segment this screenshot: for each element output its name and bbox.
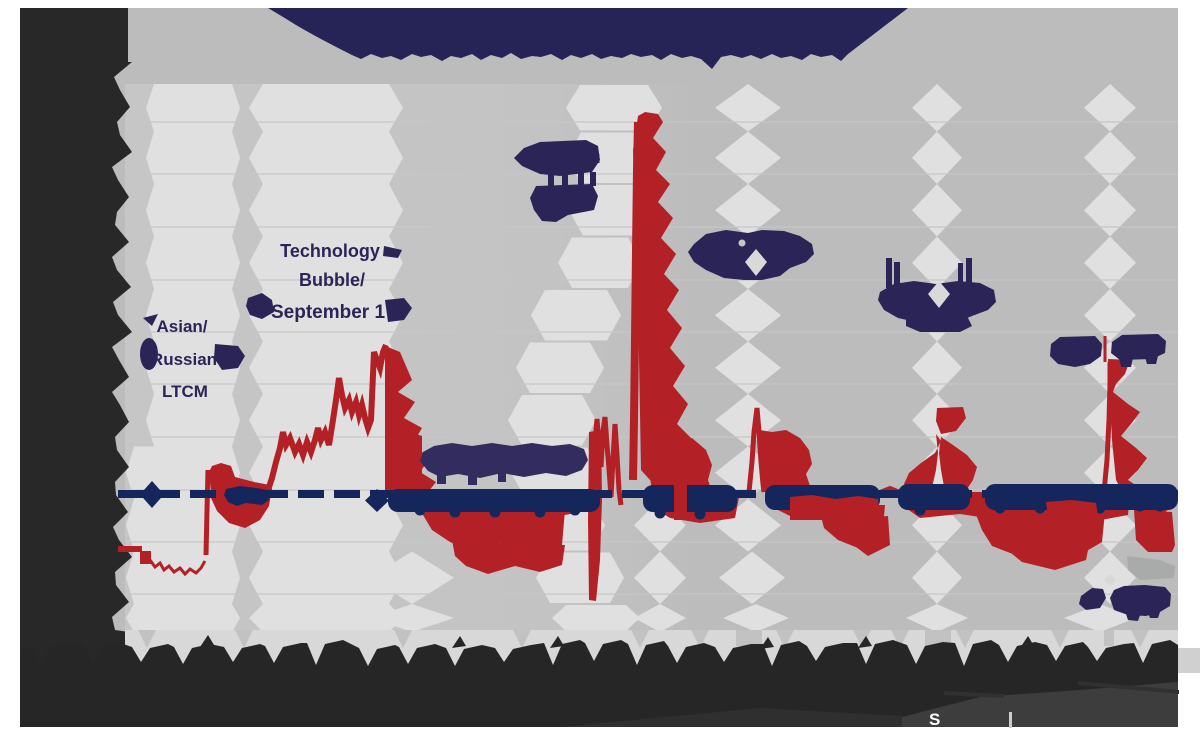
svg-text:Bubble/: Bubble/: [299, 270, 365, 290]
svg-text:LTCM: LTCM: [162, 382, 208, 401]
svg-text:Russian: Russian: [151, 350, 217, 369]
svg-text:September 1: September 1: [271, 302, 385, 323]
svg-text:Technology: Technology: [280, 241, 380, 261]
svg-text:t: t: [594, 148, 600, 167]
svg-text:Asian/: Asian/: [156, 317, 207, 336]
svg-text:S: S: [929, 710, 940, 729]
